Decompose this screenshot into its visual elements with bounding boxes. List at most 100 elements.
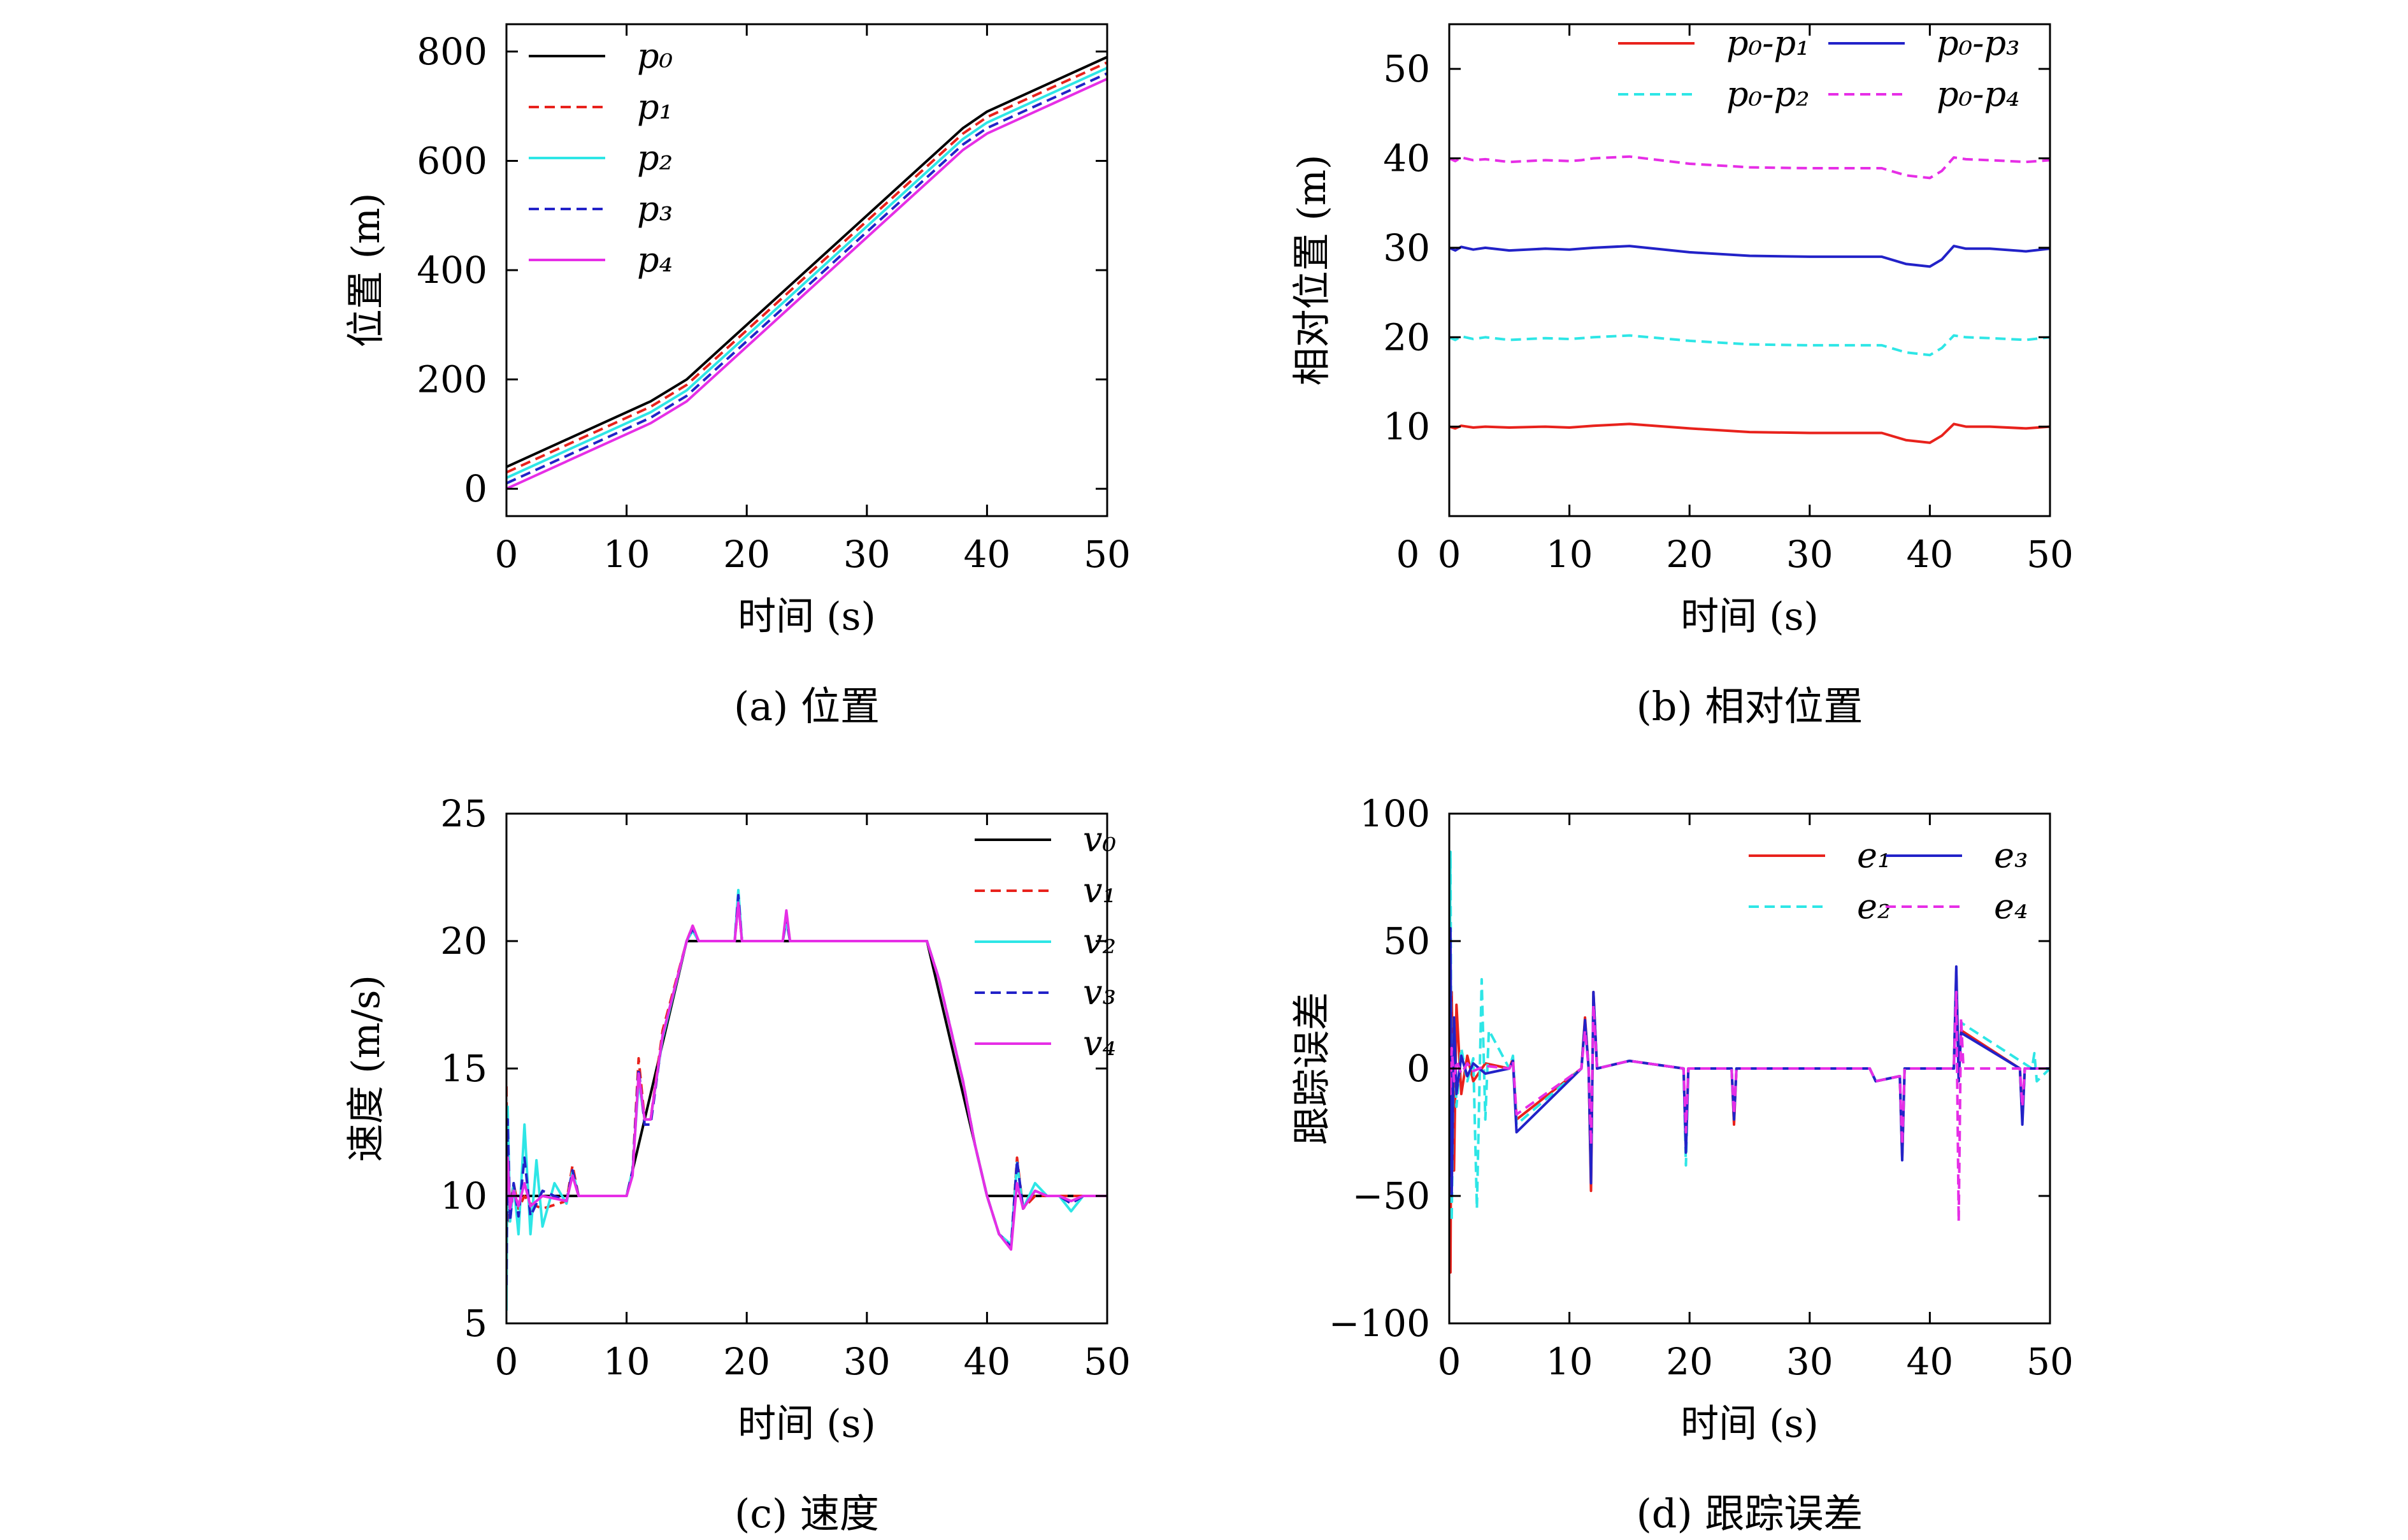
x-tick-label: 0 (1438, 1340, 1461, 1383)
x-tick-label: 40 (963, 533, 1010, 576)
y-tick-label: 10 (1383, 405, 1430, 449)
legend: p₀ p₁ p₂ p₃ p₄ (529, 36, 673, 280)
legend-label: p₀-p₂ (1726, 74, 1810, 114)
legend-label: v₃ (1083, 972, 1116, 1012)
y-axis-label: 跟踪误差 (1290, 992, 1335, 1145)
x-tick-label: 0 (1438, 533, 1461, 576)
x-tick-label: 50 (1084, 533, 1131, 576)
y-tick-label: −100 (1329, 1302, 1430, 1345)
series-line-b-1 (1449, 334, 2050, 357)
x-tick-label: 10 (603, 1340, 650, 1383)
legend: p₀-p₁ p₀-p₂ p₀-p₃ p₀-p₄ (1618, 23, 2020, 114)
series-line-d-3 (1449, 991, 2050, 1223)
y-tick-label: 10 (440, 1174, 487, 1218)
series-line-b-0 (1449, 422, 2050, 444)
y-tick-label: 20 (1383, 315, 1430, 359)
chart-b: 0 10 20 30 40 50 10 20 30 40 50 0 时间 (s) 相对位置 (m) (b) … (1290, 23, 2074, 730)
y-tick-label: 40 (1383, 137, 1430, 180)
legend-label: v₂ (1083, 921, 1116, 961)
chart-a: 0 10 20 30 40 50 0 200 400 600 800 时间 (s) 位置 (m) (a) … (344, 23, 1131, 730)
y-tick-label: 5 (464, 1302, 487, 1345)
series-line-c-2 (506, 889, 1107, 1311)
x-tick-label: 40 (1906, 1340, 1953, 1383)
x-tick-label: 20 (723, 533, 770, 576)
x-tick-label: 20 (1666, 1340, 1713, 1383)
series-line-b-3 (1449, 155, 2050, 180)
legend-label: p₀-p₄ (1937, 74, 2020, 114)
x-tick-label: 30 (1786, 1340, 1833, 1383)
legend-label: v₀ (1083, 819, 1116, 860)
x-tick-label: 40 (963, 1340, 1010, 1383)
chart-caption: (b) 相对位置 (1637, 683, 1863, 730)
x-tick-label: 50 (1084, 1340, 1131, 1383)
legend-label: p₂ (637, 138, 673, 178)
legend-label: e₂ (1857, 886, 1891, 926)
y-axis-label: 相对位置 (m) (1290, 155, 1335, 386)
x-origin-label: 0 (1396, 533, 1420, 576)
x-tick-label: 10 (1546, 1340, 1593, 1383)
y-tick-label: 30 (1383, 226, 1430, 270)
legend-label: p₀-p₃ (1937, 23, 2020, 63)
y-tick-label: 0 (464, 467, 487, 510)
series-line-a-3 (506, 72, 1107, 485)
legend: v₀ v₁ v₂ v₃ v₄ (975, 819, 1116, 1063)
x-tick-label: 40 (1906, 533, 1953, 576)
x-tick-label: 10 (603, 533, 650, 576)
y-tick-label: 200 (417, 358, 487, 401)
chart-d: 0 10 20 30 40 50 −100 −50 0 50 100 时间 (s) 跟踪误差 (d) 跟踪… (1290, 792, 2074, 1537)
legend-label: e₁ (1857, 835, 1891, 875)
legend-label: p₀ (637, 36, 673, 76)
y-tick-label: 100 (1359, 792, 1430, 835)
series-group (506, 55, 1107, 490)
x-tick-label: 20 (723, 1340, 770, 1383)
y-tick-label: 50 (1383, 919, 1430, 963)
legend-label: p₀-p₁ (1726, 23, 1810, 63)
x-axis-label: 时间 (s) (1681, 594, 1819, 639)
series-line-a-1 (506, 61, 1107, 474)
legend-label: p₄ (637, 240, 673, 280)
plot-frame (505, 812, 1108, 1325)
series-line-a-4 (506, 77, 1107, 490)
x-tick-label: 30 (843, 1340, 891, 1383)
legend-label: e₄ (1994, 886, 2028, 926)
legend-label: v₄ (1083, 1023, 1116, 1063)
y-tick-label: 15 (440, 1047, 487, 1090)
series-group (506, 889, 1107, 1311)
y-tick-label: 25 (440, 792, 487, 835)
y-axis-label: 位置 (m) (344, 193, 389, 348)
y-tick-label: 50 (1383, 47, 1430, 90)
x-tick-label: 50 (2026, 1340, 2074, 1383)
series-line-a-0 (506, 55, 1107, 468)
x-tick-label: 30 (843, 533, 891, 576)
chart-caption: (a) 位置 (734, 683, 880, 730)
x-axis-label: 时间 (s) (738, 1402, 876, 1446)
x-tick-label: 0 (495, 533, 519, 576)
x-tick-label: 10 (1546, 533, 1593, 576)
x-tick-label: 50 (2026, 533, 2074, 576)
x-axis-label: 时间 (s) (738, 594, 876, 639)
series-line-c-4 (506, 902, 1107, 1251)
x-tick-label: 20 (1666, 533, 1713, 576)
y-tick-label: 20 (440, 919, 487, 963)
chart-caption: (d) 跟踪误差 (1637, 1490, 1863, 1537)
y-tick-label: 0 (1407, 1047, 1430, 1090)
x-axis-label: 时间 (s) (1681, 1402, 1819, 1446)
y-tick-label: 600 (417, 139, 487, 182)
legend-label: e₃ (1994, 835, 2028, 875)
legend-label: p₁ (637, 87, 673, 127)
x-tick-label: 0 (495, 1340, 519, 1383)
series-line-c-3 (506, 894, 1107, 1286)
y-tick-label: −50 (1352, 1174, 1430, 1218)
legend-label: p₃ (637, 189, 673, 229)
series-group (1449, 851, 2050, 1274)
series-line-b-2 (1449, 245, 2050, 268)
series-group (1449, 155, 2050, 444)
x-tick-label: 30 (1786, 533, 1833, 576)
plot-frame (1448, 23, 2051, 517)
legend: e₁ e₂ e₃ e₄ (1749, 835, 2028, 926)
y-axis-label: 速度 (m/s) (344, 975, 389, 1162)
y-tick-label: 800 (417, 30, 487, 73)
series-line-a-2 (506, 66, 1107, 479)
y-tick-label: 400 (417, 248, 487, 292)
